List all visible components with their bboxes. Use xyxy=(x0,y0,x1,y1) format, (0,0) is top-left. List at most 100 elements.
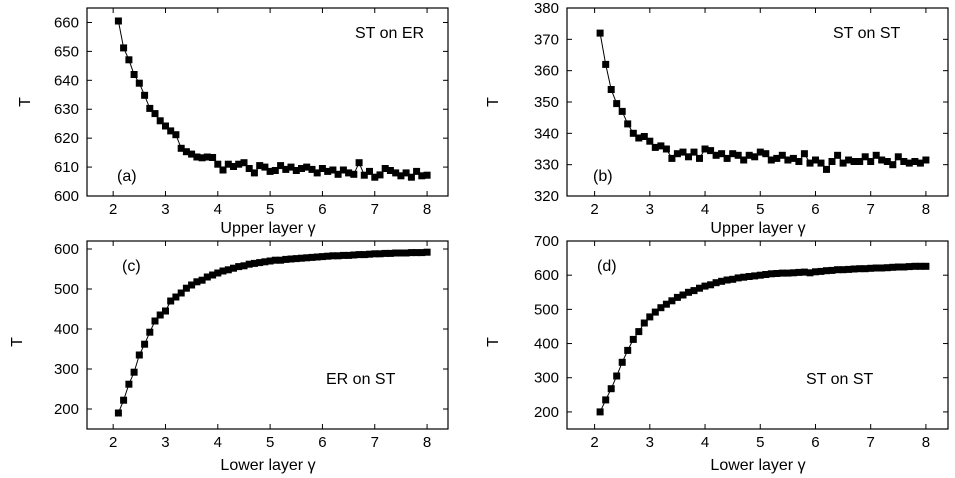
data-point xyxy=(668,297,676,305)
x-tick-label: 3 xyxy=(646,434,654,451)
panel-a-annotation: ST on ER xyxy=(355,25,424,42)
x-tick-label: 2 xyxy=(590,201,598,218)
data-point xyxy=(203,273,211,281)
data-point xyxy=(151,110,159,118)
data-point xyxy=(789,269,797,277)
data-point xyxy=(685,153,692,161)
data-point xyxy=(230,264,237,272)
data-point xyxy=(402,249,410,257)
data-point xyxy=(883,158,891,165)
data-point xyxy=(718,150,726,158)
data-point xyxy=(662,145,670,153)
y-tick-label: 600 xyxy=(534,267,559,284)
data-point xyxy=(224,266,232,274)
data-point xyxy=(629,335,637,343)
y-tick-label: 500 xyxy=(534,301,559,318)
data-point xyxy=(114,17,122,25)
y-tick-label: 300 xyxy=(54,361,79,378)
panel-d-ytick-labels: 200 300 400 500 600 700 xyxy=(534,233,559,421)
data-point xyxy=(839,266,847,274)
data-point xyxy=(602,396,610,404)
data-point xyxy=(756,271,764,279)
data-point xyxy=(219,267,227,275)
data-point xyxy=(209,154,217,161)
data-point xyxy=(734,151,742,159)
data-point xyxy=(224,160,232,168)
data-point xyxy=(261,163,269,171)
data-point xyxy=(773,154,781,162)
panel-d-panel-label: (d) xyxy=(597,258,617,275)
data-point xyxy=(240,159,248,167)
data-point xyxy=(685,288,692,296)
x-tick-label: 7 xyxy=(371,201,379,218)
data-point xyxy=(812,268,819,276)
data-point xyxy=(308,253,316,261)
data-point xyxy=(889,161,897,169)
panel-a-markers xyxy=(114,17,431,181)
panel-c-panel-label: (c) xyxy=(122,258,141,275)
x-tick-label: 6 xyxy=(811,201,819,218)
data-point xyxy=(386,249,394,257)
data-point xyxy=(308,165,316,173)
data-point xyxy=(817,267,825,275)
data-point xyxy=(889,263,897,271)
data-point xyxy=(867,158,875,165)
data-point xyxy=(729,150,737,158)
data-point xyxy=(723,154,731,162)
data-point xyxy=(635,134,643,142)
data-point xyxy=(823,267,830,275)
data-point xyxy=(778,151,786,159)
data-point xyxy=(607,385,615,393)
panel-b-markers xyxy=(596,29,930,173)
data-point xyxy=(250,259,258,267)
data-point xyxy=(209,271,217,279)
y-tick-label: 380 xyxy=(534,0,559,17)
x-tick-label: 7 xyxy=(867,434,875,451)
data-point xyxy=(250,169,258,177)
data-point xyxy=(723,276,731,284)
data-point xyxy=(911,262,919,270)
data-point xyxy=(839,159,847,167)
data-point xyxy=(120,44,128,52)
data-point xyxy=(193,278,201,286)
data-point xyxy=(245,165,253,172)
y-tick-label: 200 xyxy=(534,404,559,421)
data-point xyxy=(350,170,358,178)
data-point xyxy=(812,156,819,164)
panel-a-series-line xyxy=(117,20,428,178)
data-point xyxy=(287,163,295,171)
y-tick-label: 360 xyxy=(534,63,559,80)
data-point xyxy=(303,254,311,262)
data-point xyxy=(156,311,164,319)
data-point xyxy=(256,162,264,170)
data-point xyxy=(381,249,389,257)
panel-b-panel-label: (b) xyxy=(593,168,613,185)
data-point xyxy=(329,252,337,260)
data-point xyxy=(167,297,175,305)
data-point xyxy=(657,142,665,150)
data-point xyxy=(188,281,196,289)
panel-a-ylabel: T xyxy=(17,97,34,107)
data-point xyxy=(712,279,720,287)
data-point xyxy=(214,160,222,168)
data-point xyxy=(360,171,368,179)
data-point xyxy=(613,372,621,380)
data-point xyxy=(861,153,869,161)
data-point xyxy=(651,143,659,151)
data-point xyxy=(806,159,814,167)
data-point xyxy=(151,317,159,325)
data-point xyxy=(894,153,902,161)
x-tick-label: 2 xyxy=(109,434,117,451)
data-point xyxy=(823,165,830,173)
data-point xyxy=(651,308,659,316)
data-point xyxy=(640,319,648,327)
panel-d-series-line xyxy=(599,265,926,413)
data-point xyxy=(146,328,154,336)
data-point xyxy=(845,265,853,273)
panel-d-ylabel: T xyxy=(485,337,502,347)
data-point xyxy=(673,150,681,158)
panel-a-ytick-labels: 600 610 620 630 640 650 660 xyxy=(54,14,79,205)
data-point xyxy=(376,171,384,179)
data-point xyxy=(696,154,703,162)
data-point xyxy=(646,313,654,321)
